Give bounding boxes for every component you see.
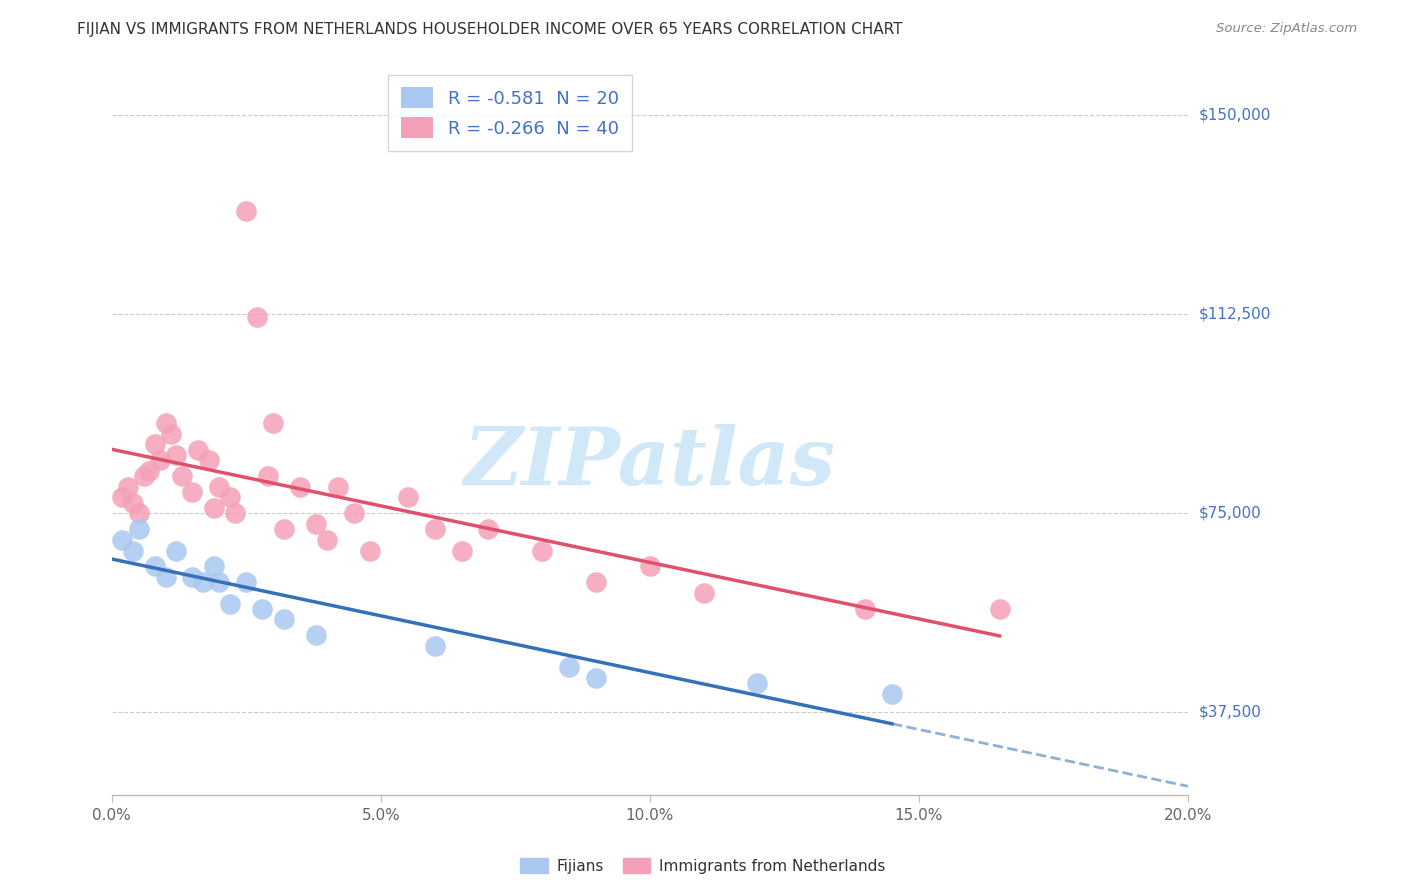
Point xyxy=(305,628,328,642)
Point xyxy=(170,469,193,483)
Point xyxy=(396,491,419,505)
Y-axis label: Householder Income Over 65 years: Householder Income Over 65 years xyxy=(0,298,7,569)
Point xyxy=(359,543,381,558)
Point xyxy=(122,496,145,510)
Point xyxy=(558,660,581,674)
Point xyxy=(880,687,903,701)
Point xyxy=(638,559,661,574)
Point xyxy=(256,469,278,483)
Point xyxy=(181,485,204,500)
Point xyxy=(197,453,219,467)
Point xyxy=(202,501,225,516)
Point xyxy=(326,480,349,494)
Point xyxy=(219,491,242,505)
Point xyxy=(273,522,295,536)
Point xyxy=(343,507,366,521)
Text: $150,000: $150,000 xyxy=(1199,108,1271,123)
Text: ZIPatlas: ZIPatlas xyxy=(464,424,837,501)
Point xyxy=(692,586,714,600)
Point xyxy=(122,543,145,558)
Point xyxy=(160,426,183,441)
Text: FIJIAN VS IMMIGRANTS FROM NETHERLANDS HOUSEHOLDER INCOME OVER 65 YEARS CORRELATI: FIJIAN VS IMMIGRANTS FROM NETHERLANDS HO… xyxy=(77,22,903,37)
Point xyxy=(273,613,295,627)
Point xyxy=(450,543,472,558)
Point xyxy=(193,575,215,590)
Point xyxy=(165,448,187,462)
Point xyxy=(155,416,177,430)
Point xyxy=(187,442,209,457)
Point xyxy=(423,639,446,653)
Point xyxy=(117,480,139,494)
Point xyxy=(585,671,607,685)
Text: $75,000: $75,000 xyxy=(1199,506,1261,521)
Point xyxy=(202,559,225,574)
Point xyxy=(111,533,134,547)
Point xyxy=(423,522,446,536)
Point xyxy=(988,602,1011,616)
Point xyxy=(155,570,177,584)
Point xyxy=(531,543,554,558)
Point xyxy=(128,507,150,521)
Point xyxy=(477,522,499,536)
Point xyxy=(262,416,284,430)
Point xyxy=(316,533,339,547)
Legend: R = -0.581  N = 20, R = -0.266  N = 40: R = -0.581 N = 20, R = -0.266 N = 40 xyxy=(388,75,631,151)
Text: $112,500: $112,500 xyxy=(1199,307,1271,322)
Point xyxy=(219,597,242,611)
Point xyxy=(132,469,155,483)
Legend: Fijians, Immigrants from Netherlands: Fijians, Immigrants from Netherlands xyxy=(515,852,891,880)
Text: $37,500: $37,500 xyxy=(1199,705,1263,720)
Point xyxy=(246,310,269,324)
Point xyxy=(252,602,274,616)
Point xyxy=(288,480,311,494)
Point xyxy=(165,543,187,558)
Point xyxy=(747,676,769,690)
Point xyxy=(181,570,204,584)
Point xyxy=(143,559,166,574)
Point xyxy=(208,575,231,590)
Text: Source: ZipAtlas.com: Source: ZipAtlas.com xyxy=(1216,22,1357,36)
Point xyxy=(143,437,166,451)
Point xyxy=(138,464,160,478)
Point xyxy=(585,575,607,590)
Point xyxy=(235,203,257,218)
Point xyxy=(111,491,134,505)
Point xyxy=(208,480,231,494)
Point xyxy=(149,453,172,467)
Point xyxy=(305,516,328,531)
Point xyxy=(853,602,876,616)
Point xyxy=(235,575,257,590)
Point xyxy=(224,507,246,521)
Point xyxy=(128,522,150,536)
